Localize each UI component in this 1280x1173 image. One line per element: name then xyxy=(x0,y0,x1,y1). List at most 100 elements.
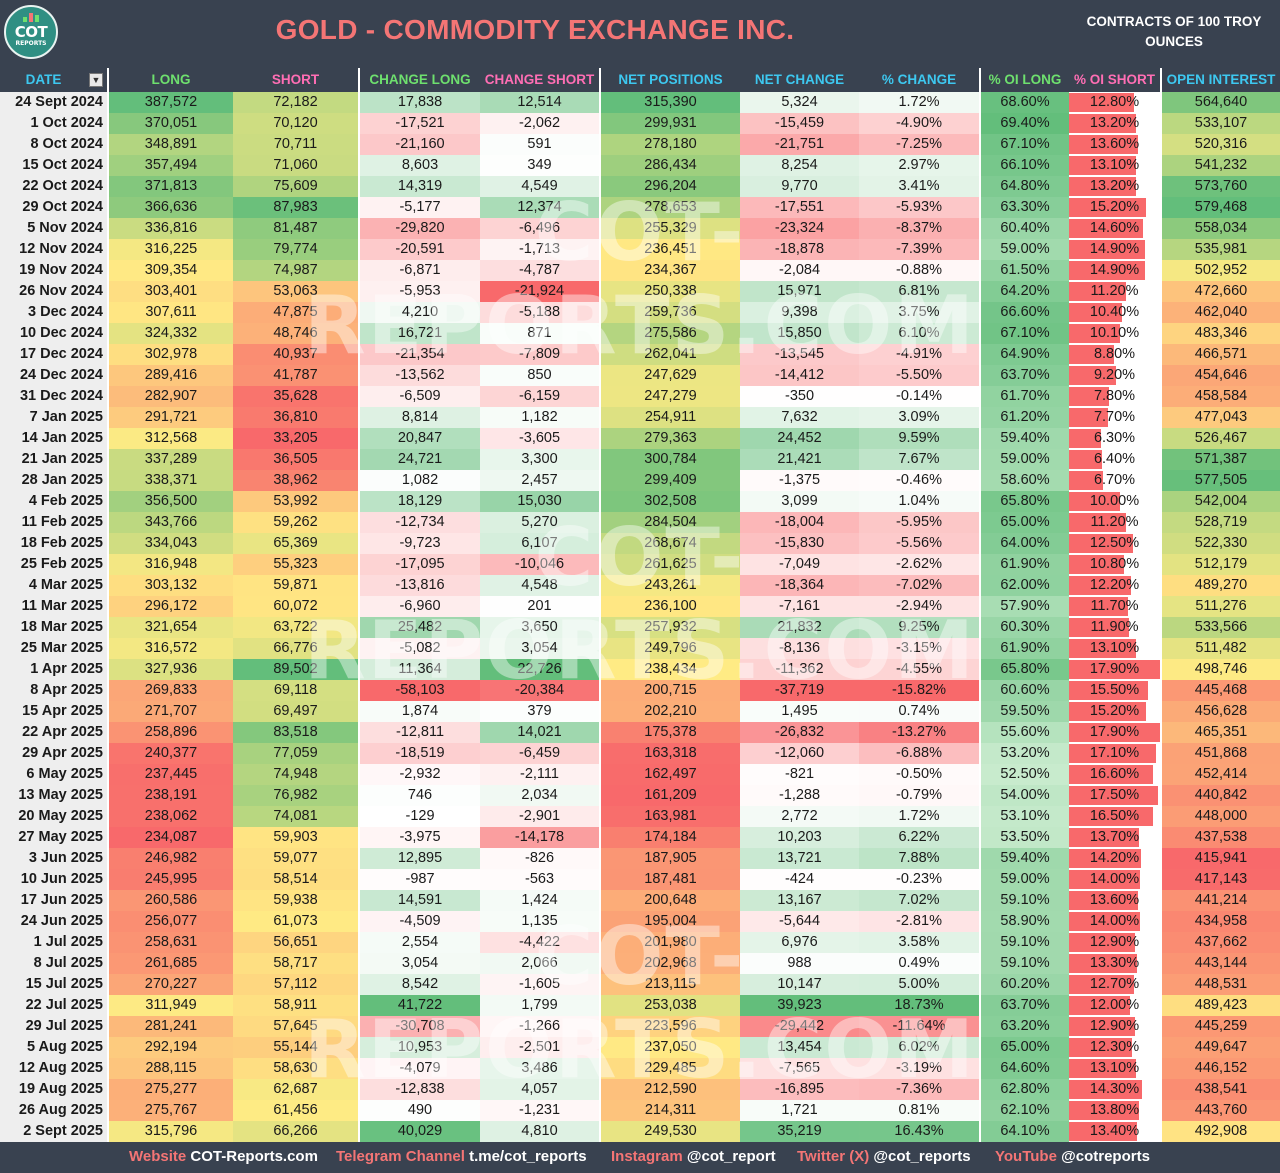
net-change-cell: 15,850 xyxy=(740,323,859,344)
pct-oi-short-value: 17.90% xyxy=(1089,661,1140,677)
change-short-cell: -21,924 xyxy=(480,281,599,302)
filter-icon[interactable]: ▼ xyxy=(89,73,103,87)
table-row: 20 May 2025 238,062 74,081 -129 -2,901 163,98… xyxy=(0,806,1280,827)
date-cell: 8 Oct 2024 xyxy=(0,134,107,155)
footer-twitter-link[interactable]: Twitter (X) @cot_reports xyxy=(797,1148,971,1165)
table-row: 19 Nov 2024 309,354 74,987 -6,871 -4,787 234,… xyxy=(0,260,1280,281)
pct-oi-short-cell: 6.30% xyxy=(1069,428,1160,449)
pct-oi-short-cell: 10.00% xyxy=(1069,491,1160,512)
change-short-cell: -1,605 xyxy=(480,974,599,995)
long-cell: 270,227 xyxy=(109,974,233,995)
net-change-cell: -21,751 xyxy=(740,134,859,155)
short-cell: 87,983 xyxy=(233,197,358,218)
change-long-cell: -4,509 xyxy=(360,911,480,932)
pct-oi-short-bar xyxy=(1069,219,1144,238)
change-short-cell: 6,107 xyxy=(480,533,599,554)
pct-oi-short-cell: 12.80% xyxy=(1069,92,1160,113)
table-row: 11 Mar 2025 296,172 60,072 -6,960 201 236,100… xyxy=(0,596,1280,617)
net-positions-cell: 253,038 xyxy=(601,995,740,1016)
pct-oi-short-bar xyxy=(1069,912,1141,931)
short-cell: 48,746 xyxy=(233,323,358,344)
long-cell: 302,978 xyxy=(109,344,233,365)
footer-website-link[interactable]: Website COT-Reports.com xyxy=(129,1148,318,1165)
pct-oi-short-value: 12.70% xyxy=(1089,976,1140,992)
net-change-cell: 10,203 xyxy=(740,827,859,848)
pct-oi-short-bar xyxy=(1069,597,1129,616)
pct-oi-short-value: 6.30% xyxy=(1093,430,1136,446)
table-row: 25 Feb 2025 316,948 55,323 -17,095 -10,046 26… xyxy=(0,554,1280,575)
page-title: GOLD - COMMODITY EXCHANGE INC. xyxy=(275,14,795,45)
pct-oi-short-cell: 12.90% xyxy=(1069,1016,1160,1037)
table-row: 3 Jun 2025 246,982 59,077 12,895 -826 187,905… xyxy=(0,848,1280,869)
change-short-cell: 12,374 xyxy=(480,197,599,218)
pct-oi-short-cell: 6.40% xyxy=(1069,449,1160,470)
open-interest-cell: 437,662 xyxy=(1162,932,1280,953)
pct-change-cell: -5.56% xyxy=(859,533,979,554)
pct-oi-short-cell: 12.90% xyxy=(1069,932,1160,953)
pct-change-cell: 6.81% xyxy=(859,281,979,302)
pct-oi-short-value: 16.60% xyxy=(1089,766,1140,782)
footer-youtube-link[interactable]: YouTube @cotreports xyxy=(995,1148,1150,1165)
change-long-cell: -13,562 xyxy=(360,365,480,386)
net-positions-cell: 255,329 xyxy=(601,218,740,239)
table-row: 3 Dec 2024 307,611 47,875 4,210 -5,188 259,73… xyxy=(0,302,1280,323)
change-short-cell: -20,384 xyxy=(480,680,599,701)
date-cell: 7 Jan 2025 xyxy=(0,407,107,428)
open-interest-cell: 448,000 xyxy=(1162,806,1280,827)
table-row: 29 Jul 2025 281,241 57,645 -30,708 -1,266 223… xyxy=(0,1016,1280,1037)
pct-oi-short-bar xyxy=(1069,786,1158,805)
pct-oi-short-value: 17.90% xyxy=(1089,724,1140,740)
long-cell: 288,115 xyxy=(109,1058,233,1079)
change-short-cell: -4,422 xyxy=(480,932,599,953)
change-long-cell: -5,953 xyxy=(360,281,480,302)
pct-oi-short-bar xyxy=(1069,1122,1138,1141)
pct-oi-long-cell: 64.90% xyxy=(981,344,1069,365)
pct-change-cell: 3.09% xyxy=(859,407,979,428)
net-change-cell: -23,324 xyxy=(740,218,859,239)
pct-oi-short-value: 10.80% xyxy=(1089,556,1140,572)
table-row: 21 Jan 2025 337,289 36,505 24,721 3,300 300,7… xyxy=(0,449,1280,470)
table-row: 29 Apr 2025 240,377 77,059 -18,519 -6,459 163… xyxy=(0,743,1280,764)
pct-oi-short-cell: 13.70% xyxy=(1069,827,1160,848)
change-short-cell: 1,182 xyxy=(480,407,599,428)
table-row: 10 Dec 2024 324,332 48,746 16,721 871 275,586… xyxy=(0,323,1280,344)
header-date[interactable]: DATE ▼ xyxy=(0,68,107,92)
date-cell: 22 Apr 2025 xyxy=(0,722,107,743)
date-cell: 13 May 2025 xyxy=(0,785,107,806)
pct-oi-short-bar xyxy=(1069,1080,1142,1099)
open-interest-cell: 466,571 xyxy=(1162,344,1280,365)
change-short-cell: 4,549 xyxy=(480,176,599,197)
logo-text: COT xyxy=(14,23,48,41)
pct-oi-short-bar xyxy=(1069,639,1136,658)
pct-oi-short-value: 14.30% xyxy=(1089,1081,1140,1097)
net-positions-cell: 247,279 xyxy=(601,386,740,407)
net-change-cell: 2,772 xyxy=(740,806,859,827)
net-positions-cell: 175,378 xyxy=(601,722,740,743)
date-cell: 26 Nov 2024 xyxy=(0,281,107,302)
short-cell: 58,717 xyxy=(233,953,358,974)
footer-instagram-link[interactable]: Instagram @cot_report xyxy=(611,1148,776,1165)
cot-reports-logo[interactable]: COT REPORTS xyxy=(4,5,58,59)
change-long-cell: -21,160 xyxy=(360,134,480,155)
net-positions-cell: 284,504 xyxy=(601,512,740,533)
long-cell: 246,982 xyxy=(109,848,233,869)
net-positions-cell: 286,434 xyxy=(601,155,740,176)
change-long-cell: 14,319 xyxy=(360,176,480,197)
pct-oi-short-cell: 14.00% xyxy=(1069,869,1160,890)
pct-oi-short-value: 6.40% xyxy=(1093,451,1136,467)
change-short-cell: 2,066 xyxy=(480,953,599,974)
pct-oi-long-cell: 59.10% xyxy=(981,953,1069,974)
date-cell: 5 Nov 2024 xyxy=(0,218,107,239)
pct-oi-short-bar xyxy=(1069,996,1130,1015)
net-positions-cell: 200,715 xyxy=(601,680,740,701)
pct-oi-short-cell: 15.50% xyxy=(1069,680,1160,701)
logo-subtext: REPORTS xyxy=(15,40,47,47)
logo-bars-icon xyxy=(23,12,43,22)
footer-telegram-link[interactable]: Telegram Channel t.me/cot_reports xyxy=(336,1148,587,1165)
pct-oi-short-cell: 13.10% xyxy=(1069,155,1160,176)
open-interest-cell: 452,414 xyxy=(1162,764,1280,785)
pct-oi-short-value: 13.40% xyxy=(1089,1123,1140,1139)
pct-oi-short-bar xyxy=(1069,429,1102,448)
change-short-cell: 349 xyxy=(480,155,599,176)
date-cell: 22 Oct 2024 xyxy=(0,176,107,197)
